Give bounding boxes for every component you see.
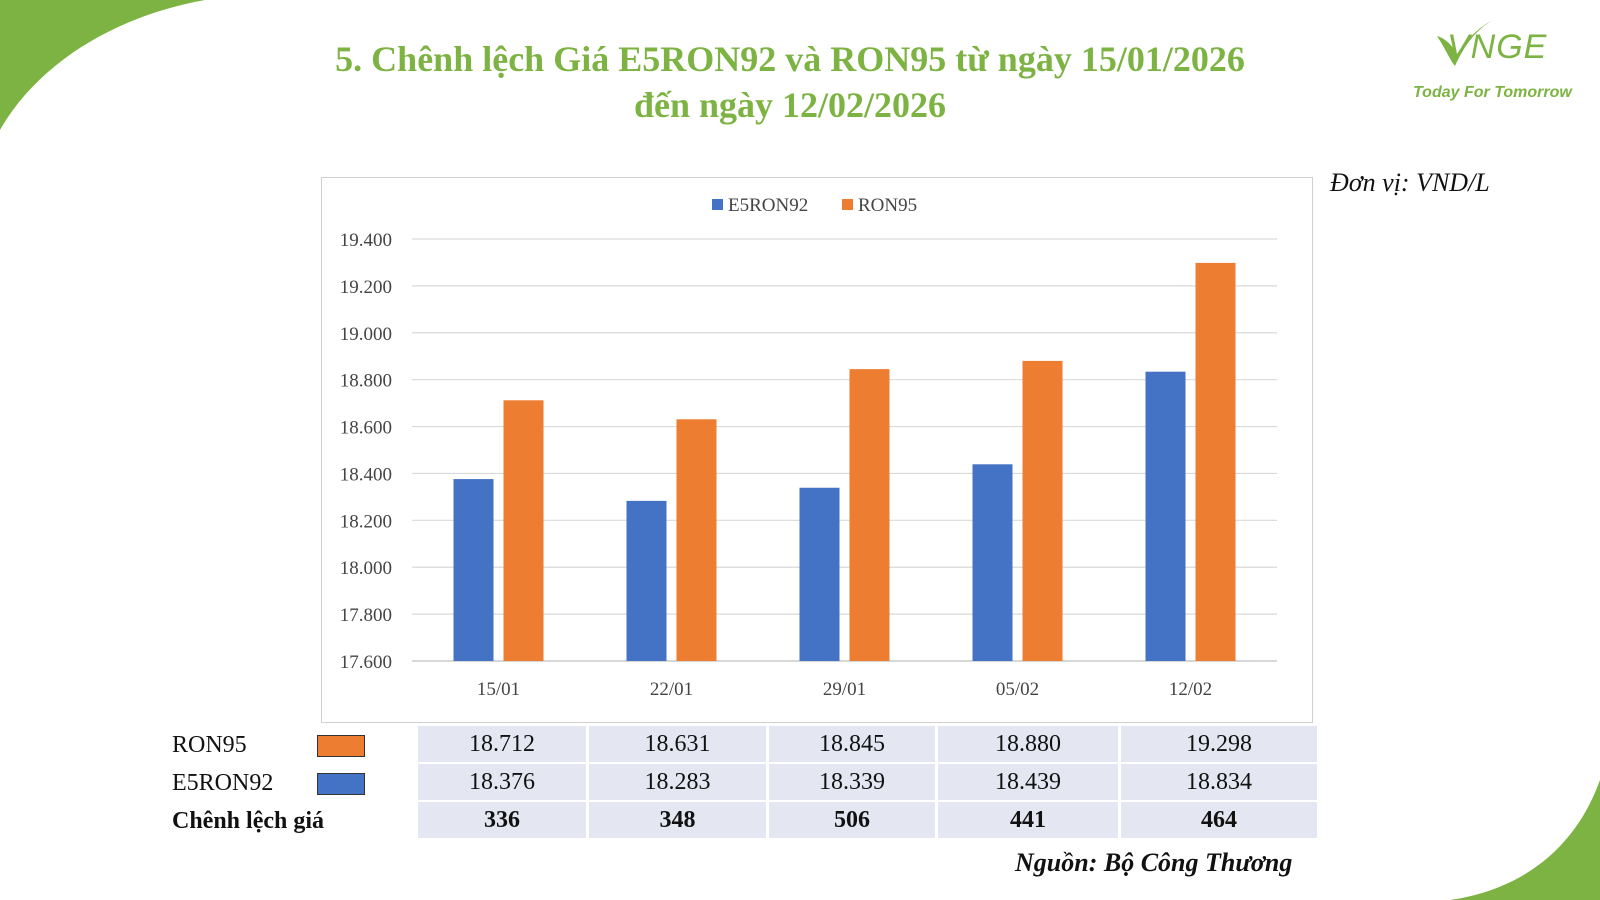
page-title-line-2: đến ngày 12/02/2026 [633,85,947,125]
legend-swatch-e5ron92 [712,199,723,210]
table-cell: 441 [935,802,1118,840]
table-row-header: RON95 [172,726,415,764]
grid-lines [412,238,1277,662]
legend-label-ron95: RON95 [858,195,917,216]
y-tick-label: 17.600 [340,652,392,673]
logo-tagline: Today For Tomorrow [1413,84,1572,101]
bar-e5ron92-05-02 [972,464,1013,661]
bar-ron95-12-02 [1195,262,1236,661]
table-cell: 336 [415,802,586,840]
bottom-right-leaf-decoration [1450,780,1600,900]
bar-ron95-05-02 [1022,360,1063,661]
x-tick-label: 22/01 [650,679,693,700]
bar-e5ron92-22-01 [626,500,667,661]
table-cell: 18.439 [935,764,1118,802]
legend-label-e5ron92: E5RON92 [728,195,808,216]
page-title: 5. Chênh lệch Giá E5RON92 và RON95 từ ng… [230,36,1350,128]
y-tick-label: 18.000 [340,558,392,579]
y-tick-label: 17.800 [340,605,392,626]
legend-key-swatch [317,734,365,757]
bar-e5ron92-15-01 [453,479,494,661]
bars [453,262,1236,661]
y-tick-label: 18.800 [340,371,392,392]
table-cell: 18.712 [415,726,586,764]
source-note: Nguồn: Bộ Công Thương [1015,848,1293,877]
table-cell: 19.298 [1118,726,1317,764]
legend-swatch-ron95 [842,199,853,210]
table-row-label: E5RON92 [172,769,274,796]
x-axis-tick-labels: 15/01 22/01 29/01 05/02 12/02 [477,679,1212,700]
page-title-line-1: 5. Chênh lệch Giá E5RON92 và RON95 từ ng… [335,39,1245,79]
table-cell: 464 [1118,802,1317,840]
bar-ron95-15-01 [503,400,544,661]
table-cell: 18.834 [1118,764,1317,802]
legend: E5RON92 RON95 [712,195,917,216]
y-tick-label: 18.600 [340,418,392,439]
table-row: E5RON92 18.376 18.283 18.339 18.439 18.834 [172,764,1317,802]
top-left-leaf-decoration [0,0,205,130]
chart-frame: 17.600 17.800 18.000 18.200 18.400 18.600 18.8… [321,177,1313,723]
table-row-label: Chênh lệch giá [172,807,325,834]
logo-mark: VNGE [1447,28,1548,66]
table-cell: 18.339 [766,764,935,802]
logo-swoosh-icon [1437,20,1493,66]
x-tick-label: 15/01 [477,679,520,700]
table-row: RON95 18.712 18.631 18.845 18.880 19.298 [172,726,1317,764]
table-row-label: RON95 [172,731,247,758]
y-tick-label: 19.400 [340,230,392,251]
x-tick-label: 05/02 [996,679,1039,700]
table-cell: 18.631 [586,726,766,764]
bar-chart: 17.600 17.800 18.000 18.200 18.400 18.600 18.8… [340,195,1277,700]
vnge-logo: VNGE Today For Tomorrow [1395,18,1585,108]
bar-e5ron92-29-01 [799,487,840,661]
table-cell: 18.845 [766,726,935,764]
legend-key-swatch [317,772,365,795]
y-axis-tick-labels: 17.600 17.800 18.000 18.200 18.400 18.600 18.8… [340,230,392,673]
table-row-header: E5RON92 [172,764,415,802]
table-row: Chênh lệch giá 336 348 506 441 464 [172,802,1317,840]
bar-e5ron92-12-02 [1145,371,1186,661]
y-tick-label: 18.400 [340,464,392,485]
x-tick-label: 12/02 [1169,679,1212,700]
price-data-table: RON95 18.712 18.631 18.845 18.880 19.298 E5RON… [172,726,1317,840]
table-cell: 18.880 [935,726,1118,764]
bar-ron95-29-01 [849,369,890,661]
bar-ron95-22-01 [676,419,717,661]
y-tick-label: 19.000 [340,324,392,345]
y-tick-label: 19.200 [340,277,392,298]
x-tick-label: 29/01 [823,679,866,700]
unit-label: Đơn vị: VND/L [1330,168,1490,197]
table-row-header: Chênh lệch giá [172,802,415,840]
table-cell: 18.283 [586,764,766,802]
table-cell: 506 [766,802,935,840]
y-tick-label: 18.200 [340,511,392,532]
table-cell: 348 [586,802,766,840]
table-cell: 18.376 [415,764,586,802]
